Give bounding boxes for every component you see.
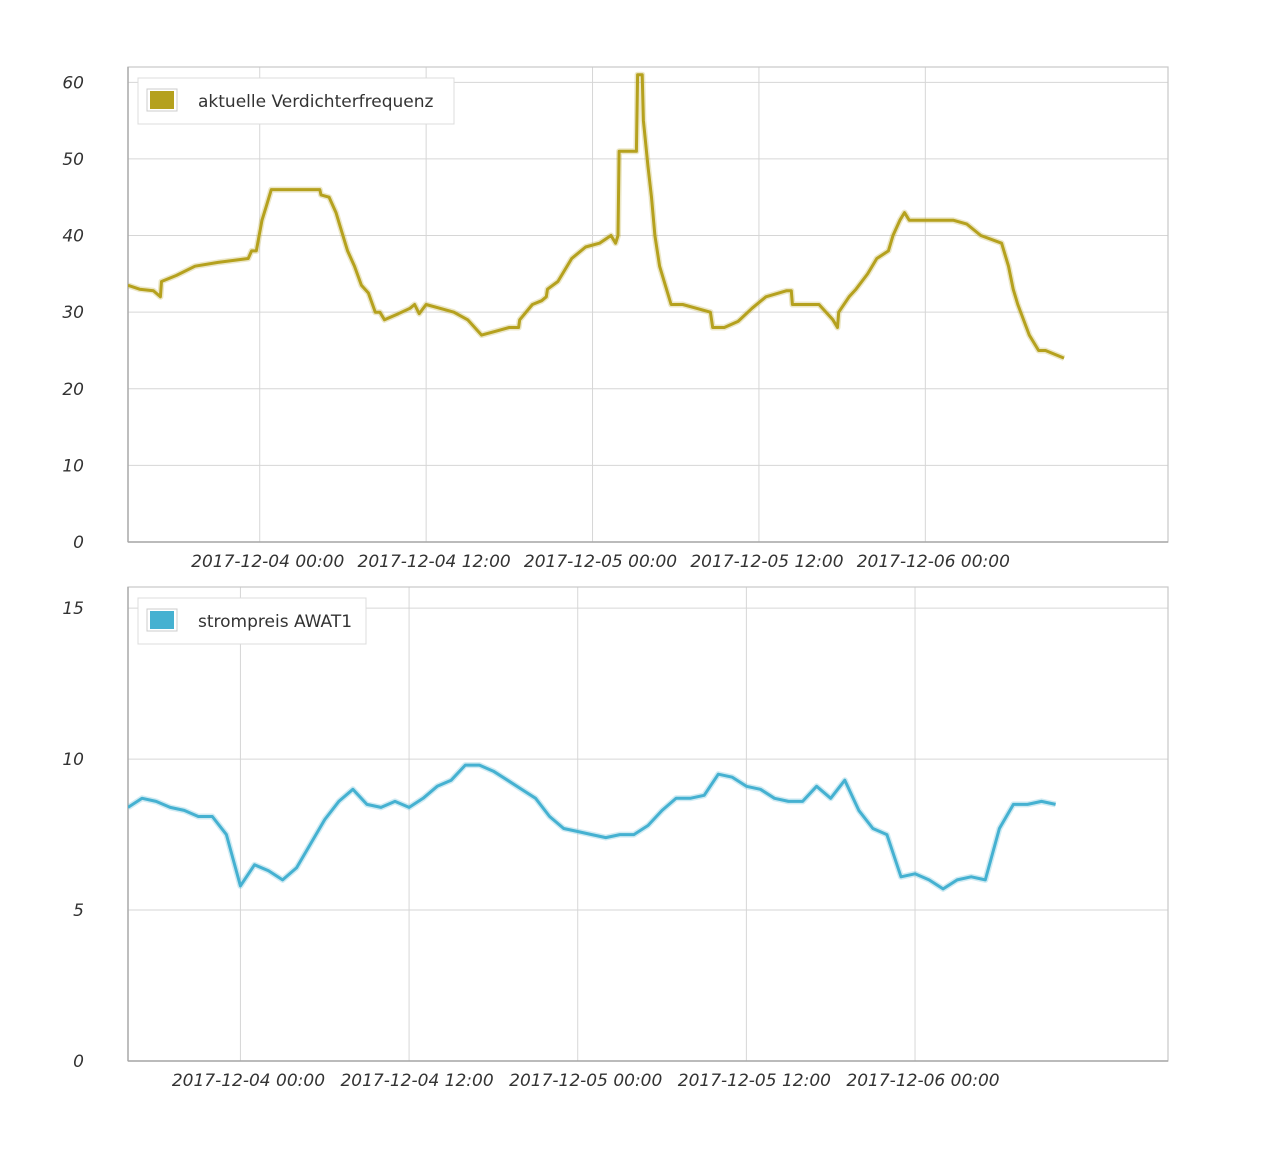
y-tick-label: 40 [62,227,84,247]
y-tick-label: 20 [62,380,84,400]
y-tick-label: 15 [62,599,84,619]
x-tick-label: 2017-12-04 00:00 [191,552,344,572]
x-tick-label: 2017-12-05 12:00 [690,552,843,572]
x-tick-label: 2017-12-05 12:00 [678,1071,831,1091]
chart-verdichterfrequenz: 0 10 20 30 40 50 60 2017-12-04 00:00 2017-12-04 … [62,66,1169,572]
series-line [128,763,1056,891]
y-tick-label: 10 [62,456,84,476]
x-tick-label: 2017-12-04 12:00 [358,552,511,572]
y-tick-label: 50 [62,150,84,170]
y-tick-label: 0 [73,1052,84,1072]
y-tick-label: 0 [73,533,84,553]
x-tick-label: 2017-12-05 00:00 [509,1071,662,1091]
x-tick-label: 2017-12-04 00:00 [172,1071,325,1091]
legend-swatch[interactable] [150,91,174,109]
y-tick-label: 30 [62,303,84,323]
x-tick-label: 2017-12-06 00:00 [846,1071,999,1091]
x-tick-label: 2017-12-04 12:00 [340,1071,493,1091]
legend-swatch[interactable] [150,611,174,629]
x-tick-label: 2017-12-05 00:00 [524,552,677,572]
legend-label: aktuelle Verdichterfrequenz [198,92,434,112]
chart-strompreis: 0 5 10 15 2017-12-04 00:00 2017-12-04 12:00 20… [62,586,1169,1091]
series-line [128,73,1065,360]
x-tick-label: 2017-12-06 00:00 [857,552,1010,572]
y-tick-label: 10 [62,750,84,770]
y-tick-label: 5 [73,901,84,921]
y-tick-label: 60 [62,73,84,93]
legend-box [137,77,455,125]
legend-label: strompreis AWAT1 [198,612,352,632]
